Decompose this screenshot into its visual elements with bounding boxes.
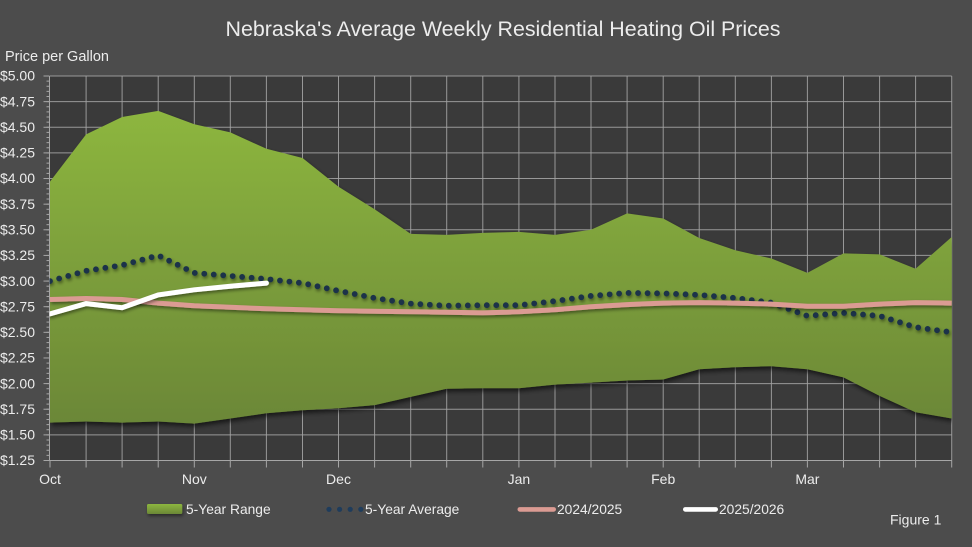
svg-text:2024/2025: 2024/2025 [557,502,623,517]
svg-text:$2.75: $2.75 [0,298,35,314]
svg-text:Dec: Dec [326,471,351,487]
svg-text:$1.25: $1.25 [0,452,35,468]
svg-text:$1.50: $1.50 [0,427,35,443]
svg-text:$3.75: $3.75 [0,196,35,212]
svg-text:Mar: Mar [795,471,819,487]
svg-text:Oct: Oct [39,471,61,487]
svg-text:Feb: Feb [651,471,675,487]
svg-text:$1.75: $1.75 [0,401,35,417]
svg-text:5-Year Range: 5-Year Range [186,502,271,517]
svg-text:Figure 1: Figure 1 [890,512,942,528]
svg-text:$3.25: $3.25 [0,247,35,263]
svg-text:$2.25: $2.25 [0,350,35,366]
svg-text:$2.50: $2.50 [0,324,35,340]
svg-text:$4.00: $4.00 [0,170,35,186]
svg-text:Nov: Nov [182,471,207,487]
svg-text:2025/2026: 2025/2026 [719,502,785,517]
svg-text:$4.50: $4.50 [0,119,35,135]
svg-text:Price per Gallon: Price per Gallon [5,49,109,65]
svg-text:$5.00: $5.00 [0,68,35,84]
svg-text:$2.00: $2.00 [0,375,35,391]
svg-text:$3.00: $3.00 [0,273,35,289]
svg-text:Nebraska's Average Weekly Resi: Nebraska's Average Weekly Residential He… [226,17,781,41]
svg-text:5-Year Average: 5-Year Average [365,502,460,517]
svg-text:$4.75: $4.75 [0,93,35,109]
svg-text:$3.50: $3.50 [0,222,35,238]
svg-text:Jan: Jan [508,471,531,487]
svg-text:$4.25: $4.25 [0,145,35,161]
